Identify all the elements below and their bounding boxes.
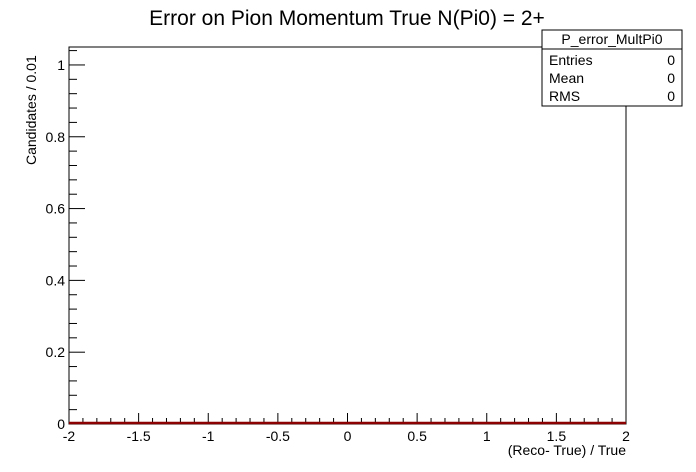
stats-mean-value: 0 [667, 70, 675, 86]
y-axis-ticks [69, 50, 85, 425]
y-tick-label: 0.4 [46, 272, 66, 288]
x-tick-label: -1.5 [127, 428, 151, 444]
y-tick-label: 0 [57, 416, 65, 432]
stats-box: P_error_MultPi0 Entries 0 Mean 0 RMS 0 [541, 29, 683, 107]
stats-mean-label: Mean [549, 70, 584, 86]
y-tick-label: 0.6 [46, 201, 66, 217]
y-tick-label: 0.2 [46, 344, 66, 360]
y-axis-tick-labels: 0 0.2 0.4 0.6 0.8 1 [46, 57, 66, 432]
x-axis-tick-labels: -2 -1.5 -1 -0.5 0 0.5 1 1.5 2 [63, 428, 630, 444]
x-tick-label: 0 [344, 428, 352, 444]
x-tick-label: 1.5 [547, 428, 567, 444]
x-tick-label: 2 [622, 428, 630, 444]
stats-entries-value: 0 [667, 52, 675, 68]
stats-entries-label: Entries [549, 52, 593, 68]
x-tick-label: 1 [483, 428, 491, 444]
y-tick-label: 1 [57, 57, 65, 73]
x-axis-label: (Reco- True) / True [508, 442, 626, 458]
x-tick-label: -0.5 [266, 428, 290, 444]
y-axis-label: Candidates / 0.01 [23, 55, 39, 165]
stats-rms-label: RMS [549, 88, 580, 104]
stats-rms-value: 0 [667, 88, 675, 104]
x-tick-label: -1 [202, 428, 215, 444]
stats-box-title: P_error_MultPi0 [561, 31, 662, 47]
chart-title: Error on Pion Momentum True N(Pi0) = 2+ [149, 7, 545, 30]
x-tick-label: -2 [63, 428, 76, 444]
x-tick-label: 0.5 [407, 428, 427, 444]
y-tick-label: 0.8 [46, 129, 66, 145]
